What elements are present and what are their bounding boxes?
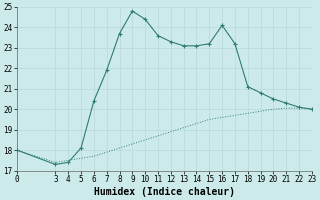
X-axis label: Humidex (Indice chaleur): Humidex (Indice chaleur) bbox=[94, 186, 235, 197]
